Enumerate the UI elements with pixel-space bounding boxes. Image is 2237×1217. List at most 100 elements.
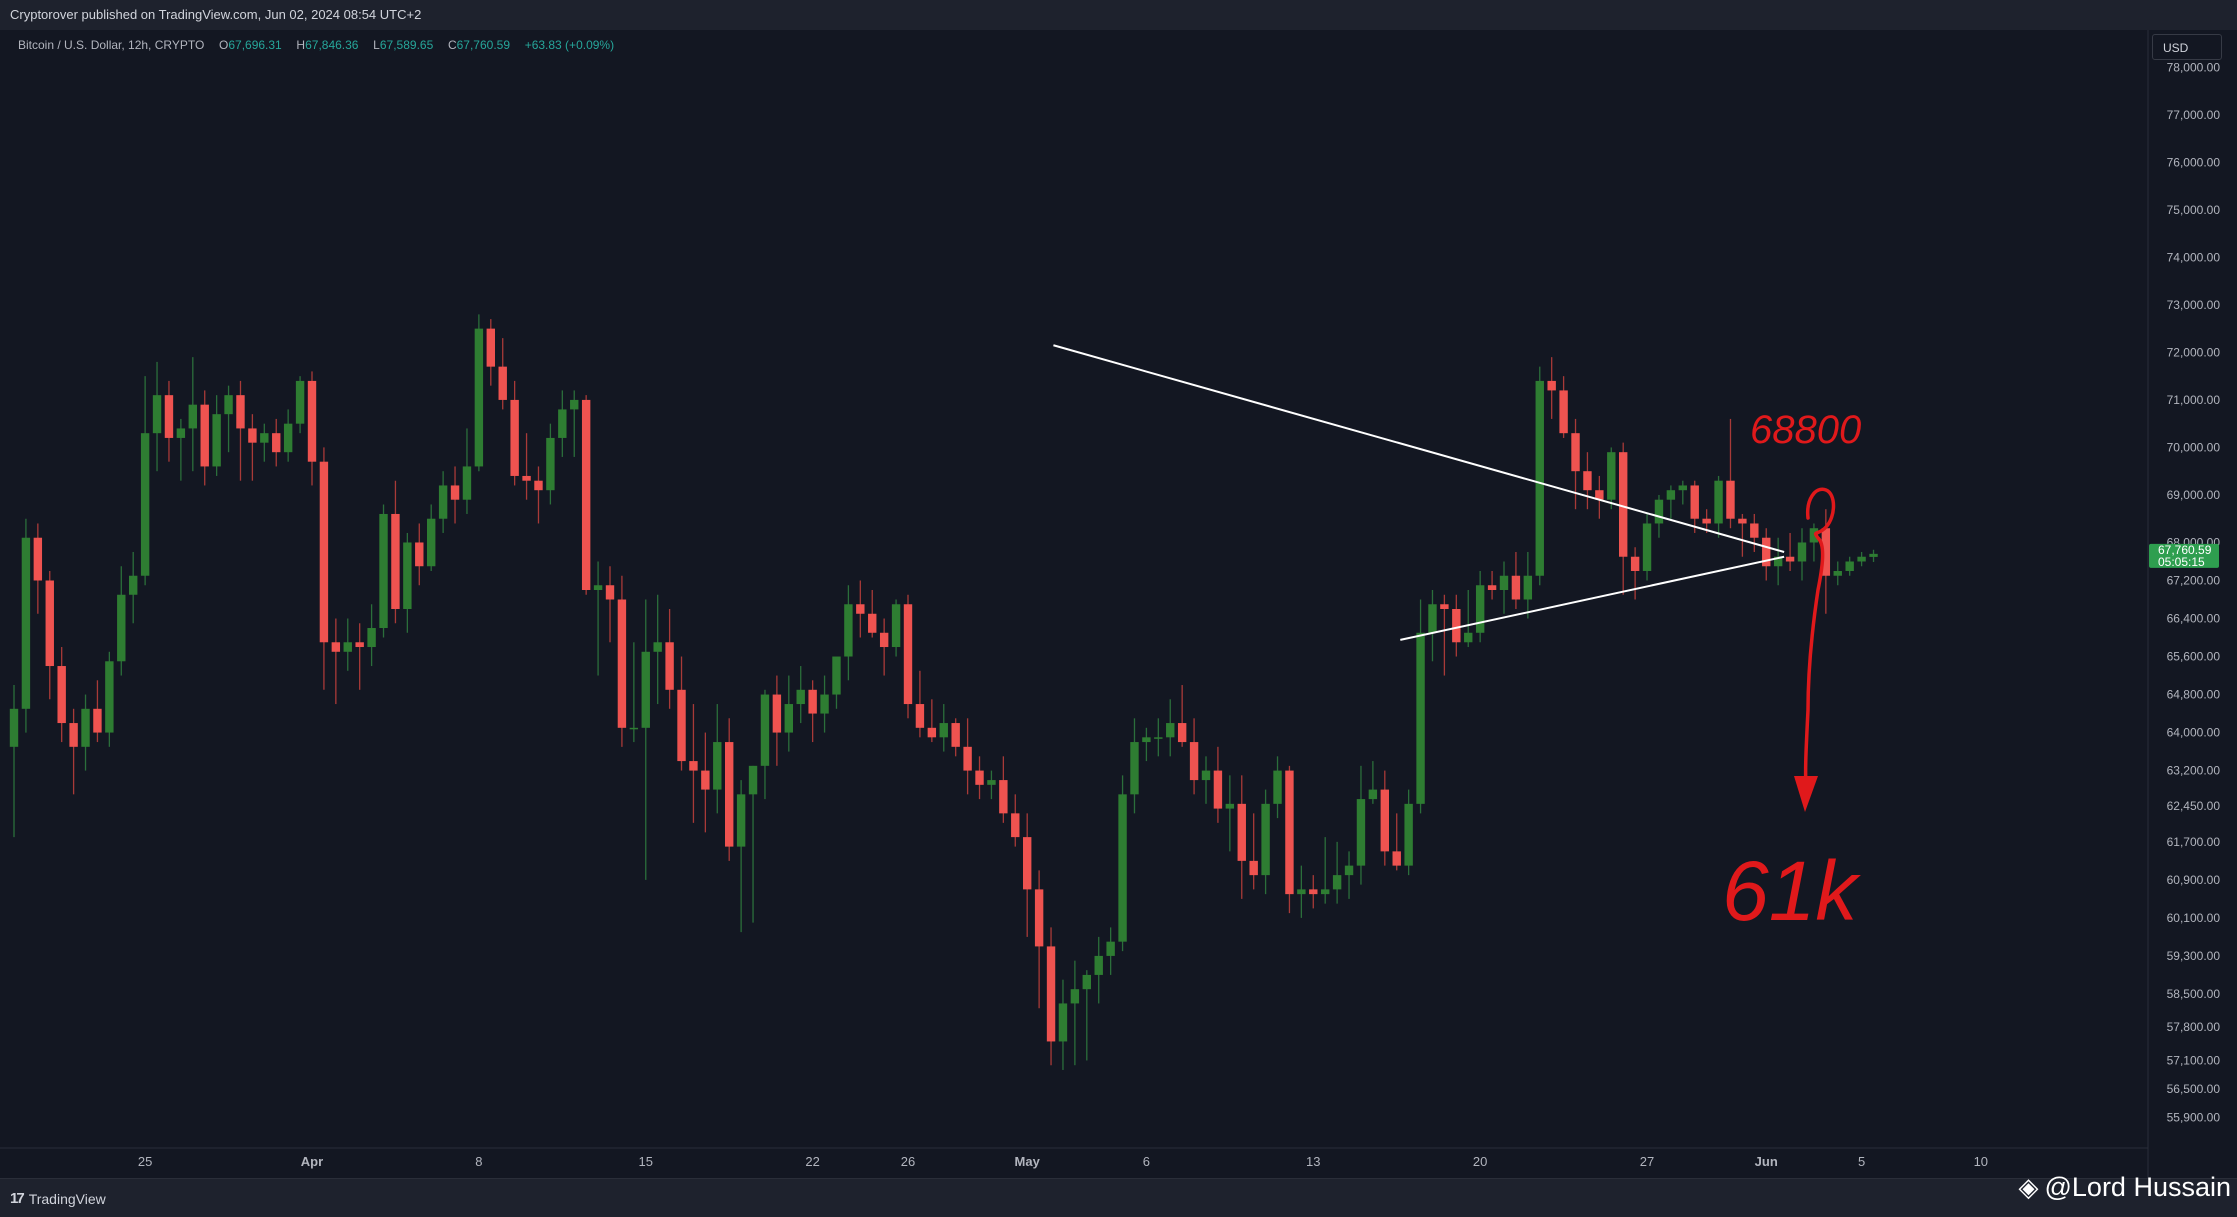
candle-body (140, 433, 150, 576)
open-label: O (219, 38, 229, 52)
candle-body (1273, 770, 1282, 804)
candle-body (1797, 542, 1807, 562)
candle-body (1475, 585, 1485, 633)
candle-body (21, 537, 31, 709)
candle-body (152, 395, 162, 434)
open-value: 67,696.31 (228, 38, 282, 52)
candle-body (736, 794, 746, 847)
candle-body (1142, 737, 1151, 743)
candle-body (725, 742, 734, 847)
candle-body (1023, 837, 1032, 890)
close-label: C (447, 38, 457, 52)
candle-body (713, 742, 722, 790)
candle-body (975, 770, 984, 785)
candle-body (1821, 528, 1831, 576)
candle-body (117, 594, 126, 662)
candle-body (1750, 523, 1759, 538)
y-tick-label: 57,100.00 (2167, 1053, 2221, 1067)
candle-body (212, 414, 221, 467)
symbol-legend[interactable]: Bitcoin / U.S. Dollar, 12h, CRYPTO O67,6… (18, 38, 614, 52)
candle-body (486, 328, 495, 367)
candle-body (45, 580, 54, 667)
y-tick-label: 57,800.00 (2167, 1020, 2221, 1034)
candle-body (1654, 499, 1664, 524)
tradingview-brand-label: TradingView (28, 1190, 106, 1207)
candle-body (1261, 803, 1270, 876)
candle-body (1118, 794, 1127, 942)
candle-body (534, 480, 543, 491)
x-tick-label: 25 (138, 1154, 152, 1169)
candle-body (1595, 490, 1604, 500)
candle-body (1368, 789, 1378, 800)
annotation-drop-arrow (1803, 487, 1836, 790)
footer-bar: 17 TradingView (0, 1178, 2237, 1217)
candle-body (391, 513, 400, 610)
candle-body (915, 704, 925, 728)
candle-body (558, 409, 567, 438)
candle-body (1285, 770, 1294, 895)
y-tick-label: 73,000.00 (2167, 298, 2221, 312)
low-label: L (373, 38, 380, 52)
candle-body (129, 575, 138, 595)
x-tick-label: 5 (1858, 1154, 1865, 1169)
y-tick-label: 65,600.00 (2167, 650, 2221, 664)
x-tick-label: 27 (1640, 1154, 1654, 1169)
author-watermark: ◈ @Lord Hussain (2019, 1172, 2232, 1203)
candle-body (1189, 742, 1199, 781)
y-tick-label: 69,000.00 (2167, 488, 2221, 502)
candle-body (891, 604, 901, 648)
tradingview-brand[interactable]: 17 TradingView (10, 1190, 106, 1207)
candle-body (1559, 390, 1568, 434)
candle-body (164, 395, 174, 438)
candle-body (641, 651, 650, 728)
x-tick-label: 26 (901, 1154, 915, 1169)
currency-selector[interactable]: USD (2152, 34, 2222, 60)
y-tick-label: 61,700.00 (2167, 835, 2221, 849)
high-value: 67,846.36 (305, 38, 359, 52)
candle-body (1428, 604, 1437, 633)
candle-body (403, 542, 412, 610)
candle-body (1630, 556, 1640, 571)
last-price-countdown: 05:05:15 (2158, 555, 2205, 569)
candle-body (581, 399, 591, 590)
candle-body (1440, 604, 1449, 610)
symbol-name[interactable]: Bitcoin / U.S. Dollar, 12h, CRYPTO (18, 38, 205, 52)
candle-body (1785, 556, 1795, 562)
candle-body (33, 537, 43, 581)
candlestick-chart[interactable]: 78,000.00 77,000.00 76,000.00 75,000.00 74,0… (0, 30, 2237, 1178)
candle-body (1011, 813, 1020, 838)
publisher-info: Cryptorover published on TradingView.com… (10, 7, 422, 22)
y-tick-label: 59,300.00 (2167, 949, 2221, 963)
candle-body (272, 433, 281, 453)
candle-body (1714, 480, 1723, 524)
candle-body (1809, 528, 1819, 543)
candle-body (1058, 1003, 1068, 1042)
y-tick-label: 74,000.00 (2167, 250, 2221, 264)
candle-body (81, 708, 90, 747)
close-value: 67,760.59 (456, 38, 510, 52)
candle-body (1321, 889, 1330, 895)
candle-body (1726, 480, 1735, 519)
candle-body (1237, 803, 1246, 861)
candle-body (510, 399, 519, 476)
upper-trendline (1053, 344, 1785, 553)
candle-body (1404, 803, 1413, 866)
candle-body (474, 328, 484, 467)
candle-body (283, 423, 293, 453)
candle-body (1452, 609, 1461, 643)
candle-body (832, 656, 841, 695)
y-tick-label: 66,400.00 (2167, 612, 2221, 626)
candle-body (748, 765, 758, 795)
candle-body (1511, 575, 1521, 600)
y-tick-label: 70,000.00 (2167, 440, 2221, 454)
y-tick-label: 58,500.00 (2167, 987, 2221, 1001)
candle-body (820, 694, 829, 714)
low-value: 67,589.65 (379, 38, 434, 52)
y-tick-label: 60,900.00 (2167, 873, 2221, 887)
y-tick-label: 64,800.00 (2167, 688, 2221, 702)
candle-body (1344, 865, 1354, 876)
candle-body (307, 380, 317, 462)
publisher-bar: Cryptorover published on TradingView.com… (0, 0, 2237, 31)
candle-body (1464, 632, 1473, 643)
candle-body (951, 723, 960, 747)
